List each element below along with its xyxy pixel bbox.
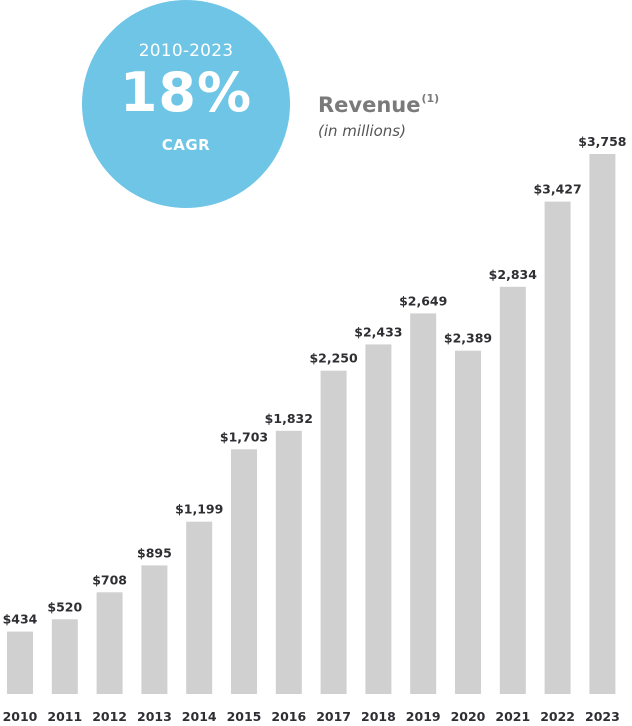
x-tick-2014: 2014 [182,709,217,724]
data-label-2021: $2,834 [489,267,538,282]
bar-2010 [7,631,33,694]
x-tick-2023: 2023 [585,709,620,724]
x-tick-2013: 2013 [137,709,172,724]
bar-2019 [410,313,437,694]
bar-2017 [320,370,347,694]
chart-title-footnote: (1) [421,92,440,105]
x-tick-2019: 2019 [406,709,441,724]
x-tick-2016: 2016 [271,709,306,724]
x-tick-2011: 2011 [47,709,82,724]
data-label-2016: $1,832 [265,411,313,426]
bar-2013 [141,565,168,694]
chart-title-text: Revenue [318,93,421,117]
x-tick-2020: 2020 [451,709,486,724]
data-label-2010: $434 [3,612,38,627]
bar-2023 [589,154,616,694]
data-label-2023: $3,758 [578,134,626,149]
data-label-2011: $520 [47,599,82,614]
data-label-2022: $3,427 [533,182,581,197]
bar-2015 [231,449,257,694]
x-tick-2010: 2010 [3,709,38,724]
data-label-2020: $2,389 [444,331,492,346]
chart-subtitle: (in millions) [318,122,406,140]
cagr-label: CAGR [161,136,211,154]
data-label-2019: $2,649 [399,293,447,308]
x-tick-2015: 2015 [227,709,262,724]
x-tick-2018: 2018 [361,709,396,724]
bar-2022 [544,201,571,694]
data-label-2015: $1,703 [220,429,268,444]
data-label-2017: $2,250 [309,351,358,366]
x-tick-2017: 2017 [316,709,351,724]
x-tick-2012: 2012 [92,709,127,724]
cagr-period: 2010-2023 [138,41,234,61]
cagr-callout-circle: 2010-2023 18% CAGR [82,0,290,208]
bar-2012 [96,592,123,694]
bar-2021 [499,286,526,694]
bar-2014 [186,521,213,694]
data-label-2013: $895 [137,545,172,560]
bar-2016 [275,430,302,694]
x-tick-2022: 2022 [540,709,575,724]
bar-2020 [455,350,481,694]
cagr-value: 18% [119,61,253,124]
x-tick-2021: 2021 [495,709,530,724]
data-label-2014: $1,199 [175,502,223,517]
data-label-2012: $708 [92,572,127,587]
data-label-2018: $2,433 [354,324,402,339]
chart-title: Revenue(1) [318,92,439,117]
bar-2011 [51,619,78,694]
bar-2018 [365,344,392,694]
